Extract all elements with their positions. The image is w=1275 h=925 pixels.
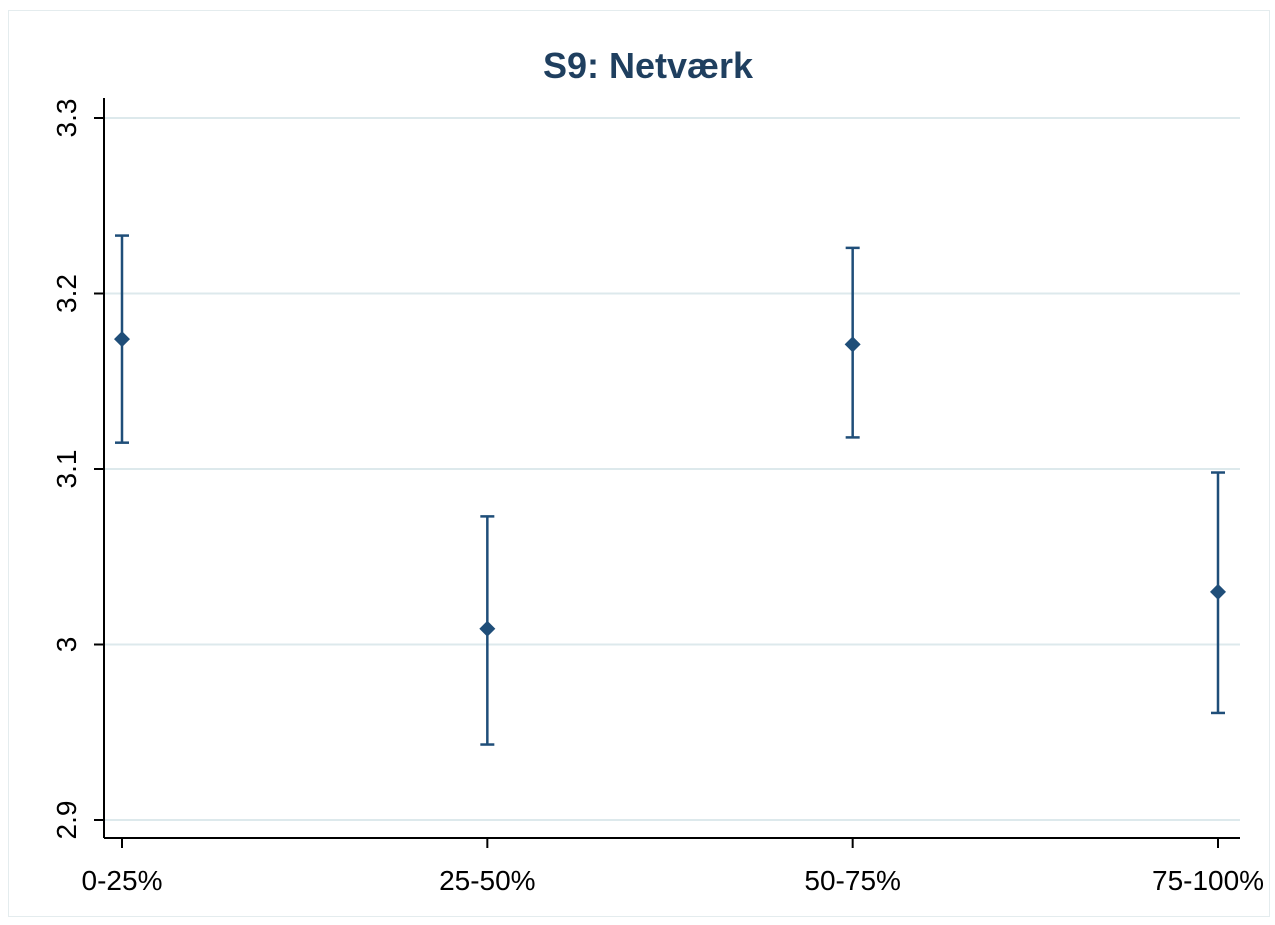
y-tick-label: 3.2 bbox=[51, 274, 82, 313]
error-bar-group bbox=[114, 234, 130, 444]
x-tick-label: 50-75% bbox=[804, 865, 901, 896]
x-tick-label: 25-50% bbox=[439, 865, 536, 896]
x-tick-label: 75-100% bbox=[1152, 865, 1264, 896]
data-marks bbox=[114, 234, 1226, 746]
chart-title: S9: Netværk bbox=[543, 45, 754, 86]
error-bar-group bbox=[1210, 471, 1226, 715]
y-tick-label: 3.1 bbox=[51, 450, 82, 489]
grid-lines bbox=[104, 117, 1240, 821]
y-tick-label: 2.9 bbox=[51, 801, 82, 840]
chart-frame bbox=[8, 10, 1270, 917]
data-point-diamond bbox=[114, 331, 130, 348]
error-bar-group bbox=[479, 515, 496, 746]
x-axis-ticks: 0-25% 25-50% 50-75% 75-100% bbox=[82, 838, 1264, 896]
data-point-diamond bbox=[479, 620, 496, 637]
data-point-diamond bbox=[1210, 583, 1226, 600]
y-tick-label: 3.3 bbox=[51, 99, 82, 138]
y-tick-label: 3 bbox=[51, 637, 82, 653]
error-bar-group bbox=[844, 246, 861, 439]
y-axis-ticks: 2.9 3 3.1 3.2 3.3 bbox=[51, 99, 104, 840]
data-point-diamond bbox=[844, 336, 861, 353]
x-tick-label: 0-25% bbox=[82, 865, 163, 896]
